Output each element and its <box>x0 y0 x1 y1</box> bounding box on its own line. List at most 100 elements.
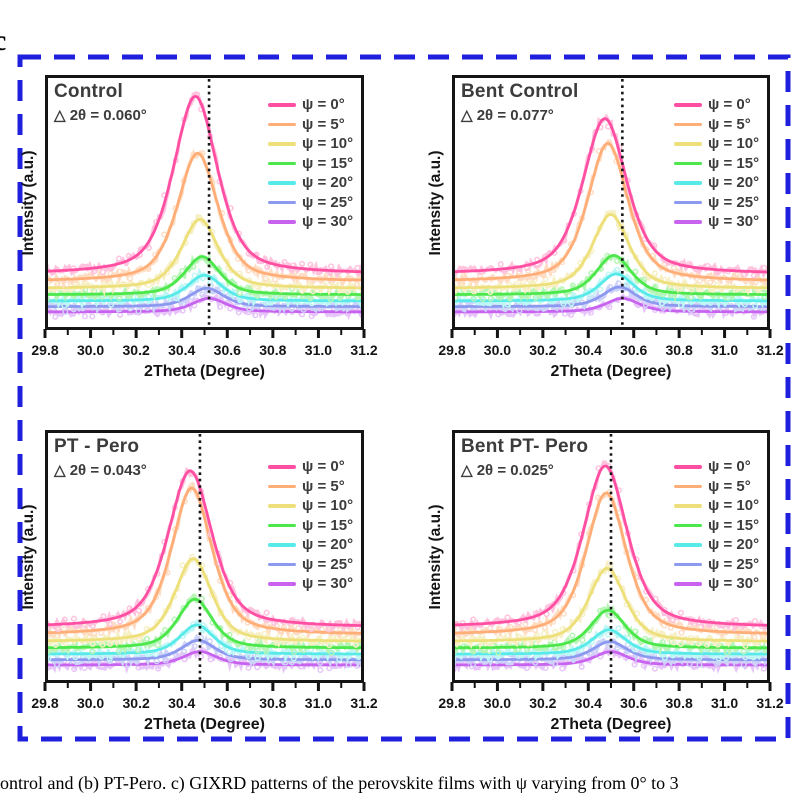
x-tick-labels: 29.8 30.0 30.2 30.4 30.6 30.8 31.0 31.2 <box>31 342 377 358</box>
fit-line <box>47 469 362 627</box>
plot-area <box>43 75 366 338</box>
legend-item: ψ = 20° <box>268 535 353 555</box>
plot-area <box>43 430 366 691</box>
panel-control: Control △ 2θ = 0.060° ψ = 0° ψ = 5° ψ = 10… <box>20 75 378 380</box>
legend-label: ψ = 10° <box>708 135 760 153</box>
fit-line <box>454 254 768 296</box>
legend-color-line <box>674 103 702 107</box>
x-tick-label: 30.4 <box>168 342 196 358</box>
legend-color-line <box>674 220 702 224</box>
legend-item: ψ = 30° <box>674 212 759 232</box>
x-tick-labels: 29.8 30.0 30.2 30.4 30.6 30.8 31.0 31.2 <box>438 342 783 358</box>
legend-color-line <box>268 504 296 508</box>
plot-frame <box>452 430 770 683</box>
panel-title-block: Bent PT- Pero △ 2θ = 0.025° <box>461 436 588 479</box>
fit-line <box>47 255 362 296</box>
legend-item: ψ = 15° <box>674 154 759 174</box>
delta-2theta-label: △ 2θ = 0.025° <box>461 462 554 479</box>
legend-item: ψ = 30° <box>268 574 353 594</box>
x-tick-label: 30.0 <box>483 342 512 358</box>
x-tick-label: 30.4 <box>574 342 602 358</box>
legend-item: ψ = 25° <box>268 555 353 575</box>
fit-line <box>47 623 362 656</box>
x-axis-title: 2Theta (Degree) <box>144 363 265 380</box>
x-tick-label: 30.8 <box>259 695 287 711</box>
x-axis-ticks <box>450 329 772 338</box>
x-tick-label: 29.8 <box>31 342 59 358</box>
legend: ψ = 0° ψ = 5° ψ = 10° ψ = 15° ψ = 20° ψ = 25°… <box>268 95 353 232</box>
legend-item: ψ = 5° <box>268 115 353 135</box>
fit-line <box>454 272 768 303</box>
plot-frame <box>45 430 364 683</box>
x-tick-label: 30.0 <box>76 695 105 711</box>
legend-label: ψ = 15° <box>302 154 354 172</box>
legend-color-line <box>674 465 702 469</box>
panel-title: Bent PT- Pero <box>461 436 589 457</box>
panel-bent-pt-pero: Bent PT- Pero △ 2θ = 0.025° ψ = 0° ψ = 5°… <box>427 430 784 733</box>
legend-item: ψ = 20° <box>674 173 759 193</box>
x-tick-label: 30.6 <box>213 342 241 358</box>
figure-caption: ontrol and (b) PT-Pero. c) GIXRD pattern… <box>0 773 679 793</box>
legend-color-line <box>268 484 296 488</box>
fit-line <box>47 638 362 662</box>
fit-line <box>454 464 768 627</box>
x-tick-label: 30.2 <box>529 695 557 711</box>
legend-color-line <box>674 582 702 586</box>
fit-line <box>47 94 362 274</box>
legend-label: ψ = 30° <box>708 575 760 593</box>
legend-color-line <box>674 543 702 547</box>
fit-line <box>454 628 768 656</box>
y-axis-title: Intensity (a.u.) <box>427 149 444 256</box>
delta-2theta-label: △ 2θ = 0.077° <box>461 107 554 124</box>
legend-color-line <box>674 122 702 126</box>
curves-layer <box>454 113 768 321</box>
fit-line <box>454 142 768 282</box>
legend-label: ψ = 5° <box>708 477 751 495</box>
legend-label: ψ = 25° <box>302 193 354 211</box>
legend-label: ψ = 15° <box>708 516 760 534</box>
legend-item: ψ = 5° <box>268 477 353 497</box>
x-tick-label: 29.8 <box>438 695 466 711</box>
legend-label: ψ = 20° <box>302 174 354 192</box>
legend-color-line <box>674 523 702 527</box>
legend-item: ψ = 5° <box>674 115 759 135</box>
legend-item: ψ = 30° <box>674 574 759 594</box>
legend-label: ψ = 10° <box>302 135 354 153</box>
legend-item: ψ = 30° <box>268 212 353 232</box>
fit-line <box>47 286 362 308</box>
y-axis-title: Intensity (a.u.) <box>20 503 37 610</box>
plot-frame <box>45 75 364 330</box>
legend-label: ψ = 30° <box>708 213 760 231</box>
legend-item: ψ = 10° <box>674 134 759 154</box>
legend-item: ψ = 0° <box>268 457 353 477</box>
legend: ψ = 0° ψ = 5° ψ = 10° ψ = 15° ψ = 20° ψ = 25°… <box>674 95 759 232</box>
plot-frame <box>452 75 770 330</box>
legend-label: ψ = 20° <box>708 536 760 554</box>
panel-title-block: PT - Pero △ 2θ = 0.043° <box>54 436 147 479</box>
x-axis-title: 2Theta (Degree) <box>144 716 265 733</box>
legend-item: ψ = 15° <box>268 516 353 536</box>
x-tick-label: 30.4 <box>574 695 602 711</box>
legend-label: ψ = 5° <box>708 115 751 133</box>
panel-title: PT - Pero <box>54 436 140 457</box>
legend-color-line <box>268 142 296 146</box>
legend-label: ψ = 5° <box>302 115 345 133</box>
legend: ψ = 0° ψ = 5° ψ = 10° ψ = 15° ψ = 20° ψ = 25°… <box>268 457 353 594</box>
x-axis-ticks <box>43 682 366 691</box>
legend-item: ψ = 25° <box>268 193 353 213</box>
x-tick-label: 30.2 <box>529 342 557 358</box>
legend-color-line <box>268 200 296 204</box>
legend-label: ψ = 0° <box>302 458 345 476</box>
legend: ψ = 0° ψ = 5° ψ = 10° ψ = 15° ψ = 20° ψ = 25°… <box>674 457 759 594</box>
panel-pt-pero: PT - Pero △ 2θ = 0.043° ψ = 0° ψ = 5° ψ = … <box>20 430 378 733</box>
x-tick-label: 30.8 <box>665 695 693 711</box>
fit-line <box>454 491 768 635</box>
x-tick-label: 31.2 <box>756 342 784 358</box>
fit-line <box>47 557 362 643</box>
legend-item: ψ = 25° <box>674 555 759 575</box>
x-tick-label: 31.0 <box>710 342 739 358</box>
x-tick-label: 30.6 <box>620 342 648 358</box>
legend-color-line <box>674 142 702 146</box>
legend-label: ψ = 20° <box>302 536 354 554</box>
